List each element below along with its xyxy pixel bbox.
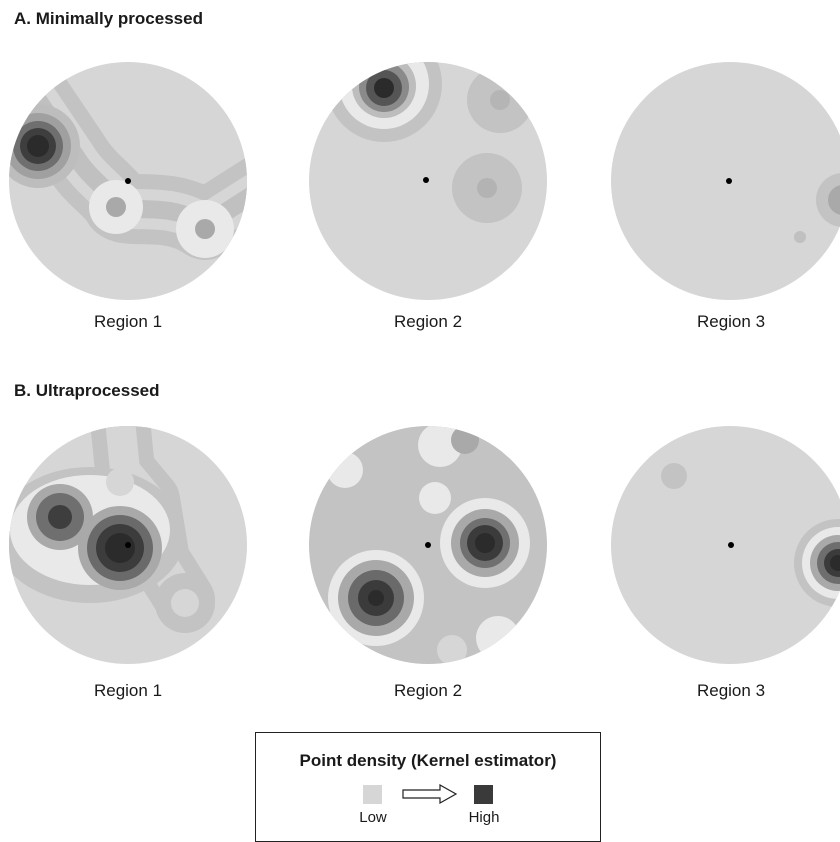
- label-b-region-2: Region 2: [393, 681, 463, 700]
- plot-a-region-3: [611, 62, 840, 300]
- plot-a-region-1: [9, 62, 247, 300]
- label-a-region-1: Region 1: [93, 312, 163, 331]
- density-legend: Point density (Kernel estimator) Low Hig…: [255, 732, 601, 842]
- legend-high-label: High: [468, 809, 500, 826]
- right-arrow-icon: [402, 784, 458, 804]
- plot-b-region-3: [611, 426, 840, 664]
- low-swatch: [363, 785, 382, 804]
- label-a-region-3: Region 3: [696, 312, 766, 331]
- label-b-region-3: Region 3: [696, 681, 766, 700]
- label-a-region-2: Region 2: [393, 312, 463, 331]
- legend-title: Point density (Kernel estimator): [299, 751, 557, 770]
- plot-b-region-2: [309, 426, 547, 664]
- legend-low-label: Low: [359, 809, 387, 826]
- high-swatch: [474, 785, 493, 804]
- section-a-title: A. Minimally processed: [14, 9, 203, 28]
- plot-a-region-2: [309, 62, 547, 300]
- section-b-title: B. Ultraprocessed: [14, 381, 160, 400]
- label-b-region-1: Region 1: [93, 681, 163, 700]
- plot-b-region-1: [9, 426, 247, 664]
